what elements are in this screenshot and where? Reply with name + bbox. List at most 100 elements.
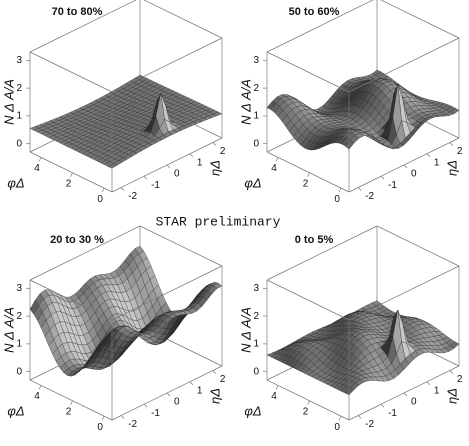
y-tick-label: -1 — [151, 180, 160, 191]
box-edge — [380, 0, 460, 39]
panel-title: 70 to 80% — [52, 6, 103, 18]
z-axis-label: N Δ A/A — [1, 79, 16, 125]
y-tick — [143, 404, 148, 408]
z-tick-label: 3 — [253, 283, 259, 294]
x-tick — [275, 385, 279, 390]
box-edge — [29, 279, 113, 321]
y-tick-label: -2 — [365, 419, 374, 430]
y-axis-label: ηΔ — [207, 388, 222, 404]
y-tick — [426, 381, 431, 385]
y-tick-label: 2 — [457, 374, 463, 385]
panel: 20 to 30 % 0 1 2 3 N Δ A/A 0 2 4 φΔ -2 -1 0 1 2 ηΔ — [1, 225, 226, 433]
y-tick — [380, 176, 385, 180]
surface-cell — [108, 337, 118, 350]
y-tick-label: 0 — [411, 397, 417, 408]
y-tick-label: 0 — [174, 397, 180, 408]
x-tick — [38, 385, 42, 390]
x-tick-label: 0 — [334, 422, 340, 433]
x-tick — [338, 187, 342, 193]
y-tick-label: -2 — [365, 191, 374, 202]
z-tick-label: 1 — [253, 339, 259, 350]
panel-title: 0 to 5% — [295, 234, 334, 246]
box-edge — [111, 265, 223, 321]
y-axis-label: ηΔ — [444, 160, 459, 176]
box-edge — [111, 37, 223, 93]
z-axis-label: N Δ A/A — [1, 307, 16, 353]
y-tick — [212, 142, 217, 146]
x-tick — [101, 187, 105, 193]
x-tick-label: 2 — [66, 406, 72, 417]
y-tick-label: 1 — [197, 385, 203, 396]
box-edge — [139, 225, 223, 267]
x-tick-label: 0 — [334, 194, 340, 205]
panel: 0 to 5% 0 1 2 3 N Δ A/A 0 2 4 φΔ -2 -1 0 1 2 ηΔ — [238, 225, 463, 433]
z-tick-label: 2 — [253, 311, 259, 322]
y-tick-label: 2 — [220, 374, 226, 385]
y-tick-label: -1 — [388, 408, 397, 419]
box-edge — [29, 225, 141, 281]
y-axis-label: ηΔ — [207, 160, 222, 176]
box-edge — [348, 37, 460, 93]
annotation: STAR preliminary — [156, 214, 281, 229]
surface-cell — [345, 139, 355, 150]
y-tick — [449, 142, 454, 146]
y-tick — [357, 415, 362, 419]
z-axis-label: N Δ A/A — [238, 307, 253, 353]
box-edge — [266, 151, 350, 193]
panel-title: 50 to 60% — [289, 6, 340, 18]
y-tick-label: 0 — [174, 169, 180, 180]
panel: 50 to 60% 0 1 2 3 N Δ A/A 0 2 4 φΔ -2 -1 0 1 2 ηΔ — [238, 0, 463, 205]
x-axis-label: φΔ — [7, 403, 24, 418]
surface-cell — [107, 163, 118, 169]
x-tick — [70, 172, 73, 177]
box-edge — [266, 0, 374, 53]
box-edge — [376, 225, 460, 267]
z-tick-label: 1 — [16, 339, 22, 350]
z-tick-label: 0 — [16, 366, 22, 377]
z-tick-label: 0 — [253, 366, 259, 377]
y-tick — [357, 187, 362, 191]
y-tick — [212, 370, 217, 374]
box-edge — [266, 279, 350, 321]
z-tick-label: 2 — [16, 83, 22, 94]
y-tick — [166, 392, 171, 397]
y-tick — [189, 381, 194, 385]
x-axis-label: φΔ — [244, 403, 261, 418]
z-tick-label: 2 — [16, 311, 22, 322]
y-tick-label: 1 — [434, 385, 440, 396]
y-tick — [449, 370, 454, 374]
y-tick — [166, 164, 171, 169]
y-tick — [403, 392, 408, 397]
z-tick-label: 0 — [253, 138, 259, 149]
y-tick-label: 2 — [457, 146, 463, 157]
panel-title: 20 to 30 % — [50, 234, 104, 246]
x-tick-label: 2 — [303, 406, 309, 417]
y-axis-label: ηΔ — [444, 388, 459, 404]
z-tick-label: 2 — [253, 83, 259, 94]
box-edge — [29, 0, 137, 53]
x-tick — [101, 415, 105, 421]
y-tick — [120, 187, 125, 191]
y-tick-label: 0 — [411, 169, 417, 180]
y-tick — [120, 415, 125, 419]
y-tick-label: -1 — [151, 408, 160, 419]
box-edge — [266, 51, 350, 93]
box-edge — [348, 265, 460, 321]
y-tick — [403, 164, 408, 169]
x-tick — [38, 157, 42, 162]
z-tick-label: 1 — [16, 111, 22, 122]
x-tick-label: 0 — [97, 422, 103, 433]
x-axis-label: φΔ — [7, 175, 24, 190]
y-tick-label: 2 — [220, 146, 226, 157]
y-tick — [380, 404, 385, 408]
box-edge — [29, 151, 113, 193]
y-tick — [189, 153, 194, 157]
box-edge — [266, 225, 378, 281]
z-tick-label: 3 — [16, 55, 22, 66]
x-tick-label: 2 — [66, 178, 72, 189]
y-tick-label: 1 — [197, 157, 203, 168]
x-axis-label: φΔ — [244, 175, 261, 190]
x-tick-label: 4 — [34, 391, 40, 402]
x-tick — [307, 172, 310, 177]
